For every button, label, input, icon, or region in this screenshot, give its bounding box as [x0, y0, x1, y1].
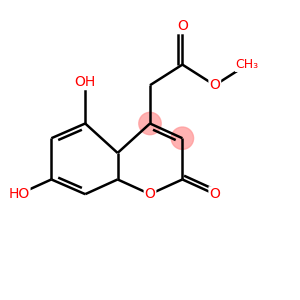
Text: O: O	[209, 78, 220, 92]
Text: CH₃: CH₃	[236, 58, 259, 71]
Text: O: O	[209, 187, 220, 201]
Circle shape	[171, 127, 194, 149]
Circle shape	[139, 112, 161, 135]
Text: O: O	[177, 19, 188, 33]
Text: HO: HO	[8, 187, 30, 201]
Text: OH: OH	[75, 75, 96, 89]
Text: O: O	[145, 187, 155, 201]
